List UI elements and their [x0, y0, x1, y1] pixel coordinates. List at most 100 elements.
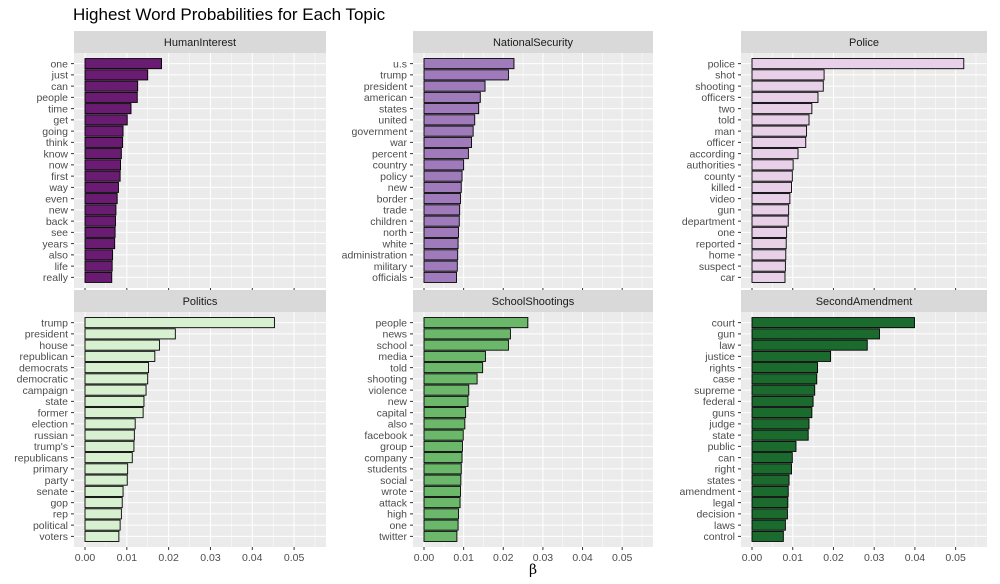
facet-HumanInterest: HumanInterest onejustcanpeopletimegetgoin…	[36, 31, 326, 305]
y-tick-label: amendment	[680, 486, 736, 498]
y-tick-label: trump	[41, 317, 68, 329]
bar-campaign	[84, 384, 147, 396]
y-tick-label: states	[707, 475, 735, 487]
facet-NationalSecurity: NationalSecurity u.strumppresidentamerica…	[342, 31, 653, 305]
bar-president	[423, 80, 486, 92]
y-tick-label: gun	[717, 329, 735, 341]
y-tick-label: really	[43, 272, 69, 284]
bar-first	[84, 170, 121, 182]
x-tick-label: 0.03	[533, 552, 554, 564]
bar-now	[84, 159, 121, 171]
y-tick-label: home	[709, 250, 735, 262]
bar-department	[751, 215, 789, 227]
bar-state	[751, 429, 809, 441]
y-tick-label: first	[51, 171, 68, 183]
bar-also	[84, 249, 114, 261]
bar-house	[84, 339, 160, 351]
facet-strip	[413, 290, 653, 312]
y-tick-label: going	[42, 126, 68, 138]
bar-time	[84, 103, 132, 115]
y-tick-label: also	[388, 419, 407, 431]
facet-panels: HumanInterestonejustcanpeopletimegetgoin…	[14, 31, 987, 564]
y-tick-label: can	[718, 452, 735, 464]
y-tick-label: case	[713, 374, 735, 386]
y-tick-label: decision	[696, 509, 735, 521]
bar-north	[423, 226, 459, 238]
y-tick-label: back	[46, 216, 69, 228]
y-tick-label: trump	[380, 70, 407, 82]
facet-strip	[741, 31, 987, 53]
y-tick-label: court	[712, 317, 735, 329]
x-tick-label: 0.05	[284, 552, 305, 564]
bar-suspect	[751, 260, 786, 272]
bar-according	[751, 148, 799, 160]
facet-strip-label: SchoolShootings	[492, 296, 575, 308]
bar-party	[84, 474, 128, 486]
y-tick-label: trump's	[34, 441, 68, 453]
y-tick-label: campaign	[22, 385, 68, 397]
y-tick-label: man	[715, 126, 736, 138]
facet-strip-label: HumanInterest	[164, 37, 236, 49]
facet-strip	[741, 290, 987, 312]
bar-gun	[751, 204, 790, 216]
bar-federal	[751, 395, 814, 407]
bar-united	[423, 114, 476, 126]
y-tick-label: government	[352, 126, 408, 138]
y-tick-label: told	[718, 115, 735, 127]
bar-new	[423, 395, 469, 407]
bar-way	[84, 181, 119, 193]
y-tick-label: united	[378, 115, 407, 127]
bar-former	[84, 407, 144, 419]
bar-think	[84, 136, 124, 148]
bar-reported	[751, 238, 787, 250]
bar-authorities	[751, 159, 794, 171]
facet-Police: Police policeshotshootingofficerstwotoldm…	[682, 31, 987, 305]
bar-also	[423, 418, 466, 430]
y-tick-label: one	[717, 227, 735, 239]
y-tick-label: gop	[50, 497, 68, 509]
y-tick-label: republican	[20, 351, 69, 363]
bar-white	[423, 238, 459, 250]
y-tick-label: one	[50, 58, 68, 70]
bar-policy	[423, 170, 463, 182]
y-tick-label: guns	[712, 407, 735, 419]
bar-told	[751, 114, 810, 126]
y-tick-label: law	[719, 340, 735, 352]
y-tick-label: capital	[377, 407, 407, 419]
bar-home	[751, 249, 787, 261]
x-tick-label: 0.02	[493, 552, 514, 564]
facet-strip-label: SecondAmendment	[816, 296, 913, 308]
y-tick-label: company	[364, 452, 407, 464]
bar-court	[751, 317, 915, 329]
bar-trump	[423, 69, 509, 81]
y-tick-label: time	[48, 103, 68, 115]
bar-company	[423, 452, 463, 464]
bar-officials	[423, 271, 457, 283]
y-tick-label: rep	[53, 509, 68, 521]
y-tick-label: new	[388, 182, 408, 194]
bar-republicans	[84, 452, 133, 464]
bar-school	[423, 339, 509, 351]
y-tick-label: years	[42, 238, 68, 250]
bar-democrats	[84, 362, 150, 374]
bar-officer	[751, 136, 807, 148]
chart-title: Highest Word Probabilities for Each Topi…	[73, 5, 386, 24]
x-tick-label: 0.01	[453, 552, 474, 564]
y-tick-label: told	[390, 362, 407, 374]
y-tick-label: control	[703, 531, 735, 543]
y-tick-label: new	[388, 396, 408, 408]
y-tick-label: attack	[379, 497, 408, 509]
y-tick-label: democratic	[17, 374, 68, 386]
bar-know	[84, 148, 122, 160]
bar-new	[423, 181, 462, 193]
y-tick-label: supreme	[694, 385, 735, 397]
x-tick-label: 0.04	[905, 552, 926, 564]
bar-state	[84, 395, 145, 407]
x-axis-title: β	[529, 562, 537, 578]
y-tick-label: see	[51, 227, 68, 239]
facet-strip	[74, 290, 326, 312]
y-tick-label: house	[39, 340, 68, 352]
bar-administration	[423, 249, 459, 261]
bar-news	[423, 328, 511, 340]
y-tick-label: party	[45, 475, 69, 487]
